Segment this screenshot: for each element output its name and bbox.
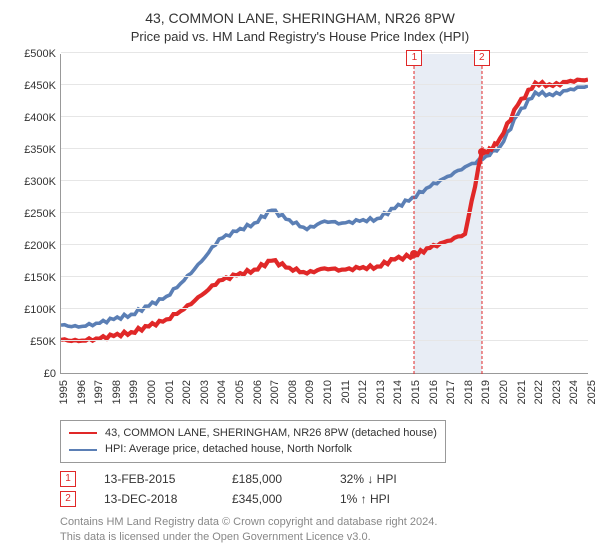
line-series-svg <box>61 54 588 373</box>
x-tick-label: 1997 <box>93 380 105 404</box>
x-tick-label: 2005 <box>234 380 246 404</box>
x-tick-label: 2021 <box>516 380 528 404</box>
x-tick-label: 2012 <box>357 380 369 404</box>
x-tick-label: 2010 <box>322 380 334 404</box>
y-tick-label: £250K <box>24 208 56 220</box>
footer: Contains HM Land Registry data © Crown c… <box>60 515 588 545</box>
event-price: £345,000 <box>232 492 312 506</box>
gridline <box>61 180 588 181</box>
event-date: 13-FEB-2015 <box>104 472 204 486</box>
event-num-box: 1 <box>60 471 76 487</box>
event-num-box: 2 <box>60 491 76 507</box>
x-tick-label: 2014 <box>392 380 404 404</box>
y-axis: £0£50K£100K£150K£200K£250K£300K£350K£400… <box>12 54 60 374</box>
y-tick-label: £350K <box>24 144 56 156</box>
chart-title: 43, COMMON LANE, SHERINGHAM, NR26 8PW <box>12 10 588 27</box>
legend-item: 43, COMMON LANE, SHERINGHAM, NR26 8PW (d… <box>69 425 437 442</box>
x-tick-label: 2002 <box>181 380 193 404</box>
gridline <box>61 276 588 277</box>
x-tick-label: 2003 <box>199 380 211 404</box>
gridline <box>61 340 588 341</box>
event-stem <box>481 66 482 374</box>
legend-swatch <box>69 449 97 451</box>
x-tick-label: 1998 <box>111 380 123 404</box>
event-flag: 1 <box>406 50 422 66</box>
event-row: 1 13-FEB-2015 £185,000 32% ↓ HPI <box>60 469 588 489</box>
chart-subtitle: Price paid vs. HM Land Registry's House … <box>12 29 588 44</box>
y-tick-label: £200K <box>24 240 56 252</box>
plot: 12 <box>60 54 588 374</box>
event-table: 1 13-FEB-2015 £185,000 32% ↓ HPI 2 13-DEC-201… <box>60 469 588 509</box>
y-tick-label: £500K <box>24 48 56 60</box>
x-tick-label: 2001 <box>164 380 176 404</box>
y-tick-label: £400K <box>24 112 56 124</box>
x-tick-label: 2007 <box>269 380 281 404</box>
x-tick-label: 2008 <box>287 380 299 404</box>
legend-label: HPI: Average price, detached house, Nort… <box>105 441 352 458</box>
x-tick-label: 2024 <box>568 380 580 404</box>
x-tick-label: 2000 <box>146 380 158 404</box>
event-stem <box>414 66 415 374</box>
y-tick-label: £50K <box>30 336 56 348</box>
gridline <box>61 212 588 213</box>
x-tick-label: 2013 <box>375 380 387 404</box>
x-tick-label: 2019 <box>480 380 492 404</box>
x-tick-label: 2004 <box>216 380 228 404</box>
x-tick-label: 2011 <box>340 380 352 404</box>
legend-item: HPI: Average price, detached house, Nort… <box>69 441 437 458</box>
legend-swatch <box>69 432 97 434</box>
gridline <box>61 244 588 245</box>
legend-label: 43, COMMON LANE, SHERINGHAM, NR26 8PW (d… <box>105 425 437 442</box>
event-date: 13-DEC-2018 <box>104 492 204 506</box>
gridline <box>61 116 588 117</box>
event-row: 2 13-DEC-2018 £345,000 1% ↑ HPI <box>60 489 588 509</box>
x-tick-label: 2020 <box>498 380 510 404</box>
y-tick-label: £300K <box>24 176 56 188</box>
event-delta: 32% ↓ HPI <box>340 472 397 486</box>
gridline <box>61 148 588 149</box>
x-tick-label: 1999 <box>128 380 140 404</box>
event-delta: 1% ↑ HPI <box>340 492 390 506</box>
legend: 43, COMMON LANE, SHERINGHAM, NR26 8PW (d… <box>60 420 446 463</box>
gridline <box>61 84 588 85</box>
series-line <box>61 79 588 341</box>
x-tick-label: 2016 <box>428 380 440 404</box>
x-tick-label: 2009 <box>304 380 316 404</box>
y-tick-label: £0 <box>44 368 56 380</box>
x-tick-label: 2023 <box>551 380 563 404</box>
gridline <box>61 52 588 53</box>
x-axis: 1995 1996 1997 1998 1999 2000 2001 2002 2003 2004… <box>60 374 588 418</box>
y-tick-label: £150K <box>24 272 56 284</box>
footer-line: This data is licensed under the Open Gov… <box>60 530 588 545</box>
gridline <box>61 308 588 309</box>
x-tick-label: 1996 <box>76 380 88 404</box>
footer-line: Contains HM Land Registry data © Crown c… <box>60 515 588 530</box>
event-price: £185,000 <box>232 472 312 486</box>
y-tick-label: £450K <box>24 80 56 92</box>
x-tick-label: 2018 <box>463 380 475 404</box>
event-flag: 2 <box>474 50 490 66</box>
x-tick-label: 2006 <box>252 380 264 404</box>
y-tick-label: £100K <box>24 304 56 316</box>
x-tick-label: 2015 <box>410 380 422 404</box>
x-tick-label: 1995 <box>58 380 70 404</box>
x-tick-label: 2022 <box>533 380 545 404</box>
chart-container: 43, COMMON LANE, SHERINGHAM, NR26 8PW Pr… <box>0 0 600 560</box>
x-tick-label: 2017 <box>445 380 457 404</box>
x-tick-label: 2025 <box>586 380 598 404</box>
chart-plot-area: £0£50K£100K£150K£200K£250K£300K£350K£400… <box>12 54 588 374</box>
